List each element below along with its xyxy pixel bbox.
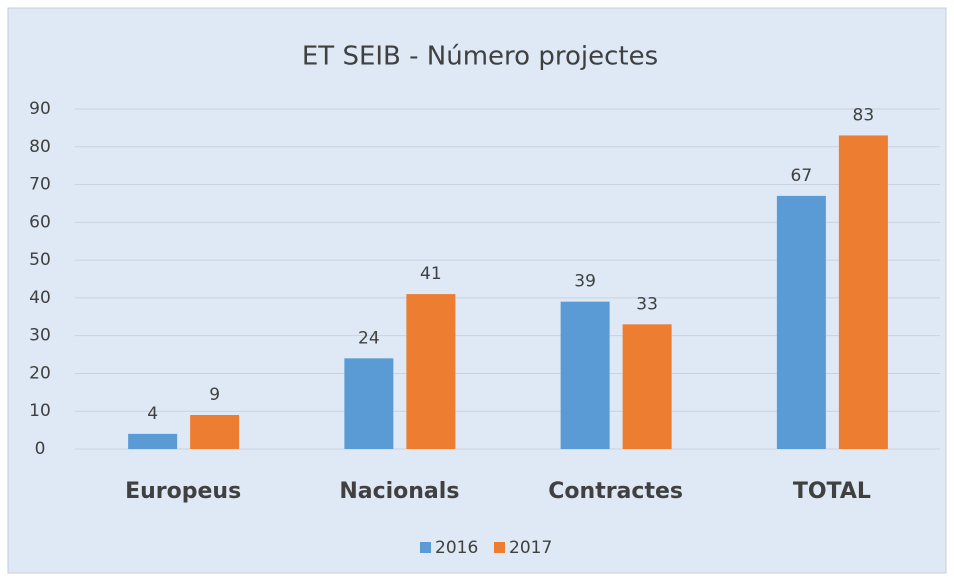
data-label: 4 [147, 404, 158, 424]
y-tick-label: 50 [29, 250, 51, 270]
y-tick-label: 70 [29, 175, 51, 195]
x-tick-label: TOTAL [793, 479, 871, 504]
data-label: 9 [209, 385, 220, 405]
bar [128, 433, 178, 449]
bar [190, 415, 240, 449]
legend-label: 2017 [509, 538, 552, 558]
y-tick-label: 90 [29, 99, 51, 119]
data-label: 83 [853, 105, 875, 125]
bar [622, 324, 672, 449]
y-tick-label: 80 [29, 137, 51, 157]
chart-title: ET SEIB - Número projectes [302, 42, 658, 72]
bar [776, 195, 826, 449]
y-tick-label: 10 [29, 401, 51, 421]
bar [838, 135, 888, 449]
data-label: 67 [791, 166, 813, 186]
data-label: 24 [358, 328, 380, 348]
y-tick-label: 0 [35, 439, 46, 459]
data-label: 33 [636, 294, 658, 314]
y-tick-label: 40 [29, 288, 51, 308]
x-tick-label: Contractes [548, 479, 683, 504]
x-tick-label: Nacionals [339, 479, 459, 504]
bar [344, 358, 394, 449]
y-tick-label: 20 [29, 363, 51, 383]
x-tick-label: Europeus [125, 479, 241, 504]
data-label: 41 [420, 264, 442, 284]
y-tick-label: 30 [29, 326, 51, 346]
legend-swatch [420, 542, 431, 553]
bar [406, 294, 456, 449]
legend-label: 2016 [435, 538, 478, 558]
legend-swatch [494, 542, 505, 553]
bar [560, 301, 610, 449]
data-label: 39 [574, 272, 596, 292]
y-tick-label: 60 [29, 212, 51, 232]
